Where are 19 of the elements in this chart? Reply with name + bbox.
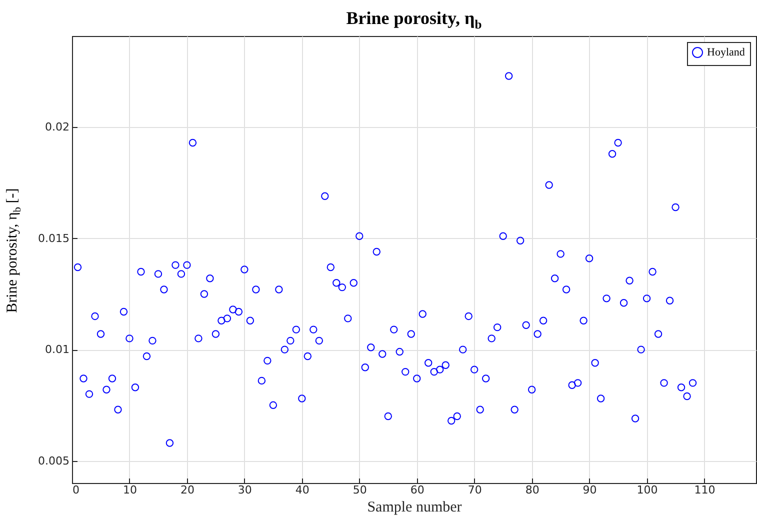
x-tick-label: 60 — [410, 484, 424, 496]
x-tick-label: 30 — [238, 484, 252, 496]
legend-label: Hoyland — [707, 46, 746, 58]
x-tick-label: 10 — [122, 484, 137, 496]
x-tick-label: 50 — [352, 484, 367, 496]
x-tick-label: 110 — [694, 484, 716, 496]
x-tick-label: 90 — [582, 484, 597, 496]
x-tick-label: 40 — [295, 484, 310, 496]
x-tick-label: 70 — [468, 484, 482, 496]
y-tick-label: 0.015 — [38, 232, 70, 245]
x-tick-label: 100 — [636, 484, 658, 496]
y-tick-label: 0.01 — [45, 343, 70, 356]
x-tick-label: 0 — [72, 484, 80, 496]
x-tick-label: 80 — [525, 484, 540, 496]
y-tick-label: 0.02 — [45, 120, 70, 134]
y-tick-label: 0.005 — [38, 454, 70, 468]
chart-title: Brine porosity, η$_{b}$ — [345, 8, 483, 33]
x-axis-title: Sample number — [367, 500, 462, 516]
x-tick-label: 20 — [180, 484, 194, 496]
